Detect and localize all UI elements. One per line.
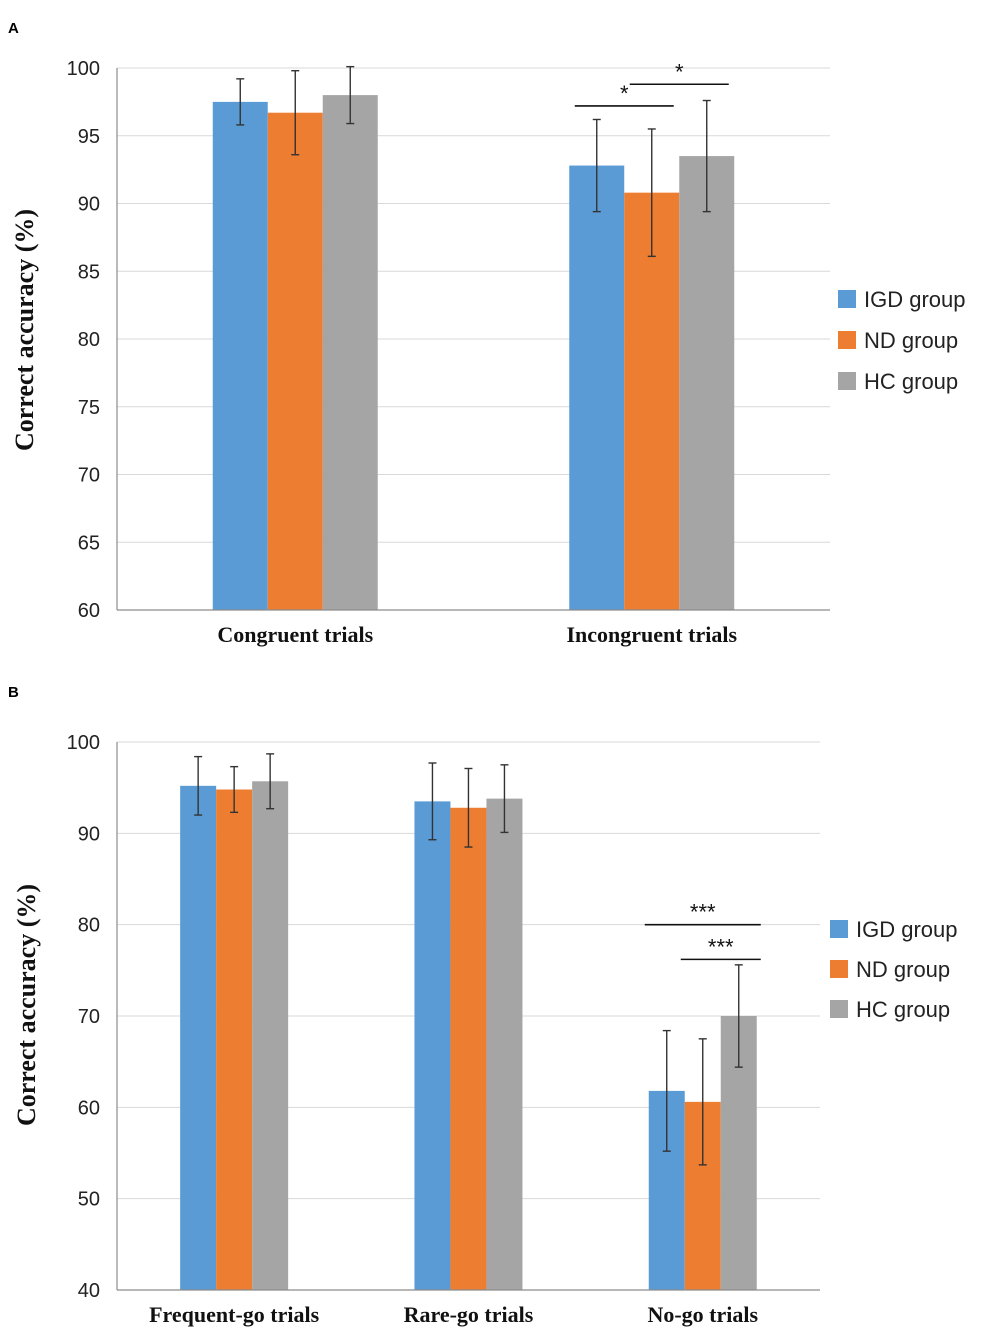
panel-a-bars (212, 95, 735, 611)
panel-a-legend: IGD group ND group HC group (838, 287, 966, 394)
panel-b-bars (180, 781, 757, 1290)
bar-rare-go-trials-nd-group (450, 807, 487, 1290)
y-tick-label-95: 95 (78, 126, 100, 148)
legend-swatch-igd-group (838, 290, 856, 308)
x-category-label-incongruent-trials: Incongruent trials (567, 622, 738, 647)
legend-swatch-hc-group (838, 372, 856, 390)
y-tick-label-90: 90 (78, 823, 100, 845)
bar-congruent-trials-hc-group (322, 95, 378, 611)
significance-marker-2: * (675, 59, 684, 84)
x-category-label-frequent-go-trials: Frequent-go trials (149, 1302, 320, 1327)
panel-b-y-axis-title: Correct accuracy (%) (12, 884, 41, 1126)
panel-b-axes (116, 742, 820, 1291)
bar-incongruent-trials-igd-group (569, 165, 625, 610)
legend-swatch-nd-group (830, 960, 848, 978)
legend-label-hc-group: HC group (864, 369, 958, 394)
x-category-label-congruent-trials: Congruent trials (217, 622, 373, 647)
x-category-label-rare-go-trials: Rare-go trials (404, 1302, 534, 1327)
panel-b-category-labels: Frequent-go trials Rare-go trials No-go tr… (149, 1302, 758, 1327)
panel-a-y-tick-labels: 60 65 70 75 80 85 90 95 100 (67, 58, 100, 622)
panel-a-axes (116, 68, 830, 611)
legend-swatch-nd-group (838, 331, 856, 349)
y-tick-label-65: 65 (78, 532, 100, 554)
panel-b-letter: B (8, 684, 19, 701)
y-tick-label-70: 70 (78, 465, 100, 487)
panel-a-y-axis-title: Correct accuracy (%) (10, 209, 39, 451)
panel-a-category-labels: Congruent trials Incongruent trials (217, 622, 737, 647)
y-tick-label-75: 75 (78, 397, 100, 419)
bar-rare-go-trials-hc-group (486, 798, 523, 1290)
y-tick-label-85: 85 (78, 261, 100, 283)
bar-frequent-go-trials-hc-group (252, 781, 289, 1290)
y-tick-label-100: 100 (67, 58, 100, 80)
significance-marker-2: *** (708, 934, 734, 959)
bar-frequent-go-trials-igd-group (180, 785, 217, 1290)
y-tick-label-40: 40 (78, 1280, 100, 1302)
y-tick-label-60: 60 (78, 600, 100, 622)
legend-swatch-hc-group (830, 1000, 848, 1018)
y-tick-label-60: 60 (78, 1097, 100, 1119)
y-tick-label-70: 70 (78, 1006, 100, 1028)
bar-incongruent-trials-hc-group (679, 156, 735, 610)
panel-a-error-bars (236, 65, 711, 258)
y-tick-label-80: 80 (78, 915, 100, 937)
y-tick-label-50: 50 (78, 1189, 100, 1211)
panel-a-significance-markers: ** (574, 59, 729, 107)
y-tick-label-100: 100 (67, 732, 100, 754)
significance-marker-1: * (620, 81, 629, 106)
bar-frequent-go-trials-nd-group (216, 789, 253, 1290)
legend-label-nd-group: ND group (856, 957, 950, 982)
legend-label-hc-group: HC group (856, 997, 950, 1022)
panel-b-significance-markers: *** *** (644, 900, 761, 961)
legend-label-igd-group: IGD group (864, 287, 966, 312)
x-category-label-no-go-trials: No-go trials (647, 1302, 758, 1327)
significance-marker-1: *** (690, 900, 716, 925)
bar-congruent-trials-nd-group (267, 112, 323, 610)
panel-a-letter: A (8, 20, 19, 37)
legend-label-igd-group: IGD group (856, 917, 958, 942)
legend-swatch-igd-group (830, 920, 848, 938)
y-tick-label-80: 80 (78, 329, 100, 351)
panel-b-y-tick-labels: 40 50 60 70 80 90 100 (67, 732, 100, 1302)
panel-b-legend: IGD group ND group HC group (830, 917, 958, 1022)
y-tick-label-90: 90 (78, 194, 100, 216)
legend-label-nd-group: ND group (864, 328, 958, 353)
panel-b-error-bars (194, 753, 743, 1166)
panel-b: B 40 50 60 70 80 90 100 Frequent-go trials Rare… (8, 684, 958, 1327)
bar-rare-go-trials-igd-group (414, 801, 451, 1290)
panel-a: A 60 65 70 75 80 85 90 95 100 Congruent trials In… (8, 20, 966, 647)
bar-congruent-trials-igd-group (212, 101, 268, 610)
bar-incongruent-trials-nd-group (624, 192, 680, 610)
